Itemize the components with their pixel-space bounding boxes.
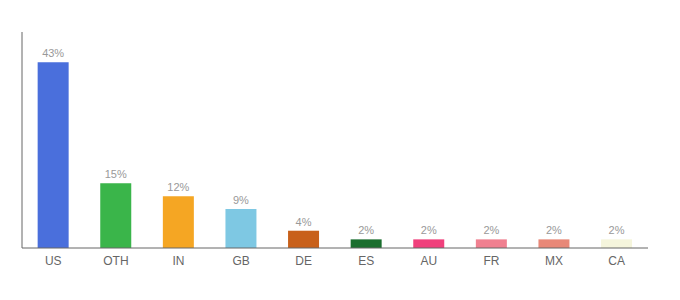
svg-text:US: US (45, 254, 62, 268)
svg-text:2%: 2% (609, 224, 625, 236)
svg-text:12%: 12% (167, 181, 189, 193)
svg-text:CA: CA (608, 254, 625, 268)
svg-text:43%: 43% (42, 47, 64, 59)
svg-text:MX: MX (545, 254, 563, 268)
svg-text:IN: IN (173, 254, 185, 268)
svg-text:4%: 4% (296, 216, 312, 228)
svg-text:OTH: OTH (103, 254, 128, 268)
svg-text:2%: 2% (421, 224, 437, 236)
svg-text:9%: 9% (233, 194, 249, 206)
svg-text:GB: GB (232, 254, 249, 268)
svg-text:DE: DE (295, 254, 312, 268)
svg-text:2%: 2% (483, 224, 499, 236)
svg-text:2%: 2% (358, 224, 374, 236)
svg-text:2%: 2% (546, 224, 562, 236)
svg-text:AU: AU (421, 254, 438, 268)
svg-text:FR: FR (484, 254, 500, 268)
svg-text:15%: 15% (105, 168, 127, 180)
svg-text:ES: ES (358, 254, 374, 268)
